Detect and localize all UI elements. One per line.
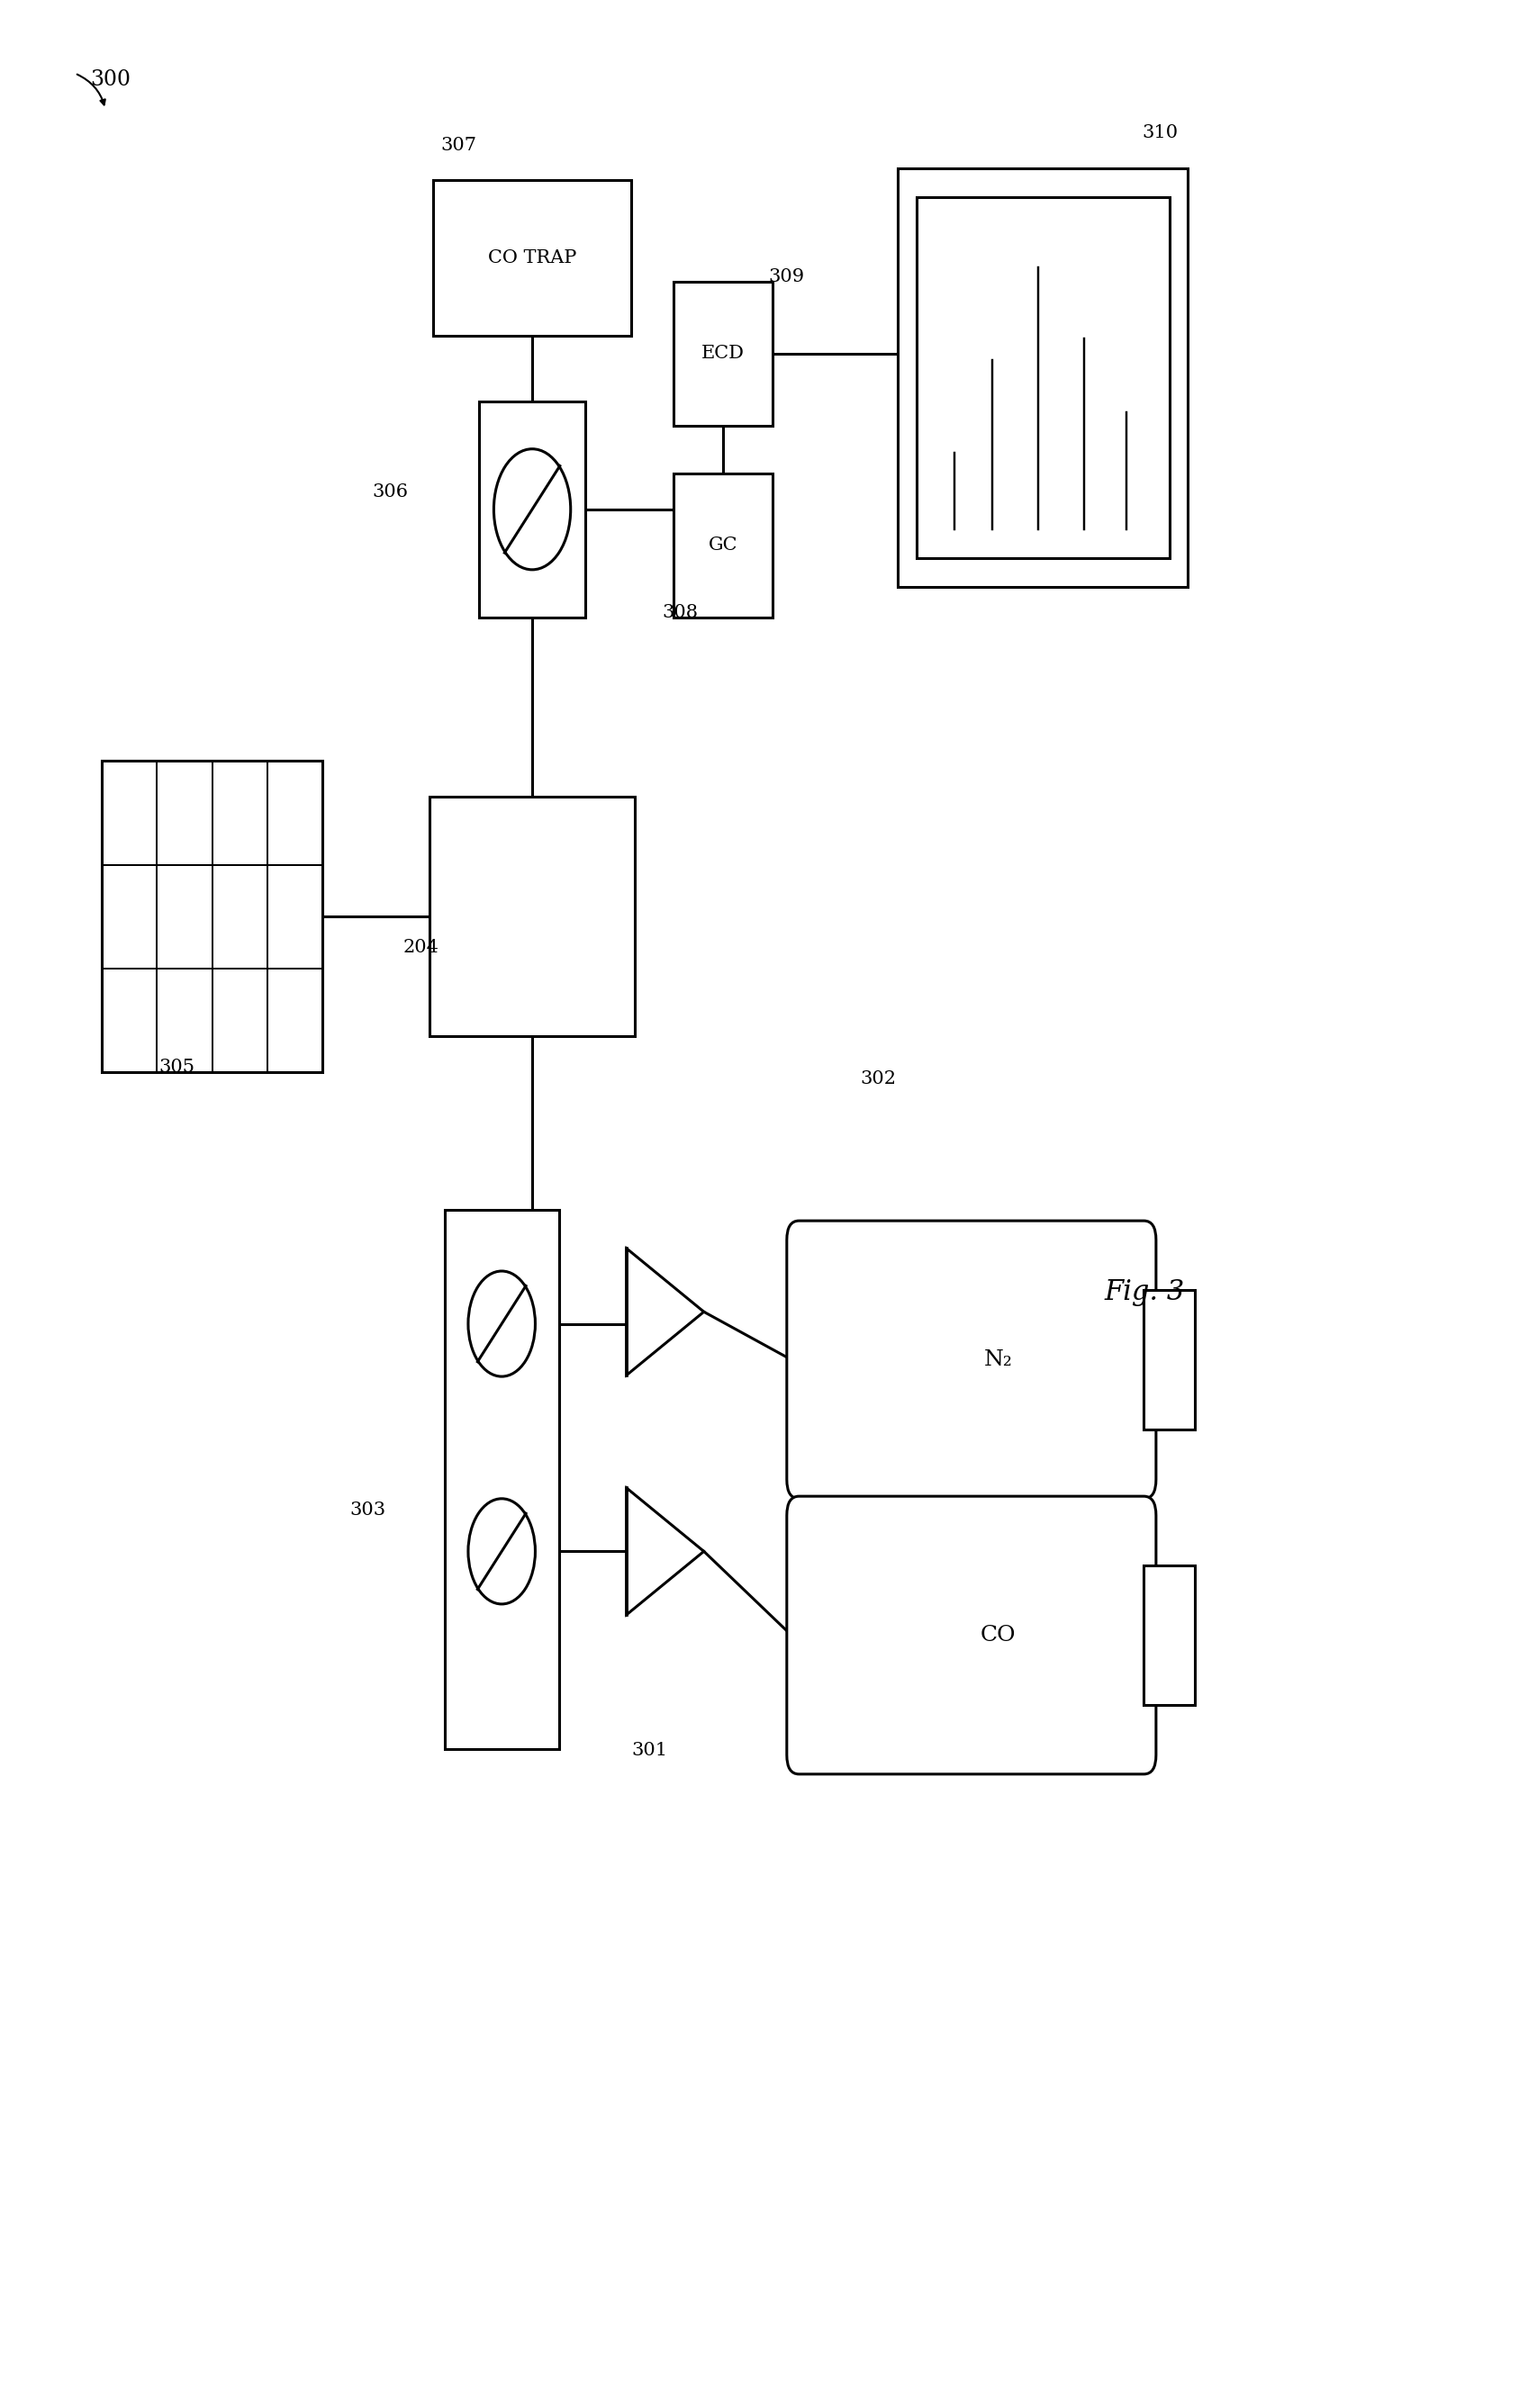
Text: 300: 300 <box>91 70 131 89</box>
Bar <box>429 797 635 1035</box>
Bar <box>898 169 1188 588</box>
Bar <box>916 197 1170 559</box>
Bar <box>444 1209 559 1748</box>
Text: 307: 307 <box>441 137 476 154</box>
Text: GC: GC <box>709 537 738 554</box>
Text: Fig. 3: Fig. 3 <box>1104 1279 1183 1305</box>
Text: 305: 305 <box>158 1060 195 1076</box>
Text: 308: 308 <box>662 604 698 621</box>
Text: CO TRAP: CO TRAP <box>487 248 576 267</box>
Text: CO: CO <box>981 1625 1016 1645</box>
Bar <box>101 761 323 1072</box>
FancyBboxPatch shape <box>787 1221 1156 1498</box>
Text: 310: 310 <box>1142 125 1179 142</box>
Bar <box>480 402 586 616</box>
Text: 301: 301 <box>632 1741 667 1758</box>
Text: 204: 204 <box>403 939 438 956</box>
Text: N₂: N₂ <box>984 1348 1013 1370</box>
Bar <box>673 282 772 426</box>
Text: 302: 302 <box>861 1072 896 1088</box>
Text: 303: 303 <box>349 1503 386 1519</box>
Bar <box>433 181 632 335</box>
Text: 309: 309 <box>768 267 805 284</box>
Bar <box>673 474 772 616</box>
Bar <box>1144 1291 1194 1430</box>
Text: 306: 306 <box>372 484 409 501</box>
Bar <box>1144 1565 1194 1705</box>
Polygon shape <box>627 1250 704 1375</box>
FancyBboxPatch shape <box>787 1495 1156 1775</box>
Polygon shape <box>627 1488 704 1616</box>
Text: ECD: ECD <box>701 344 744 361</box>
